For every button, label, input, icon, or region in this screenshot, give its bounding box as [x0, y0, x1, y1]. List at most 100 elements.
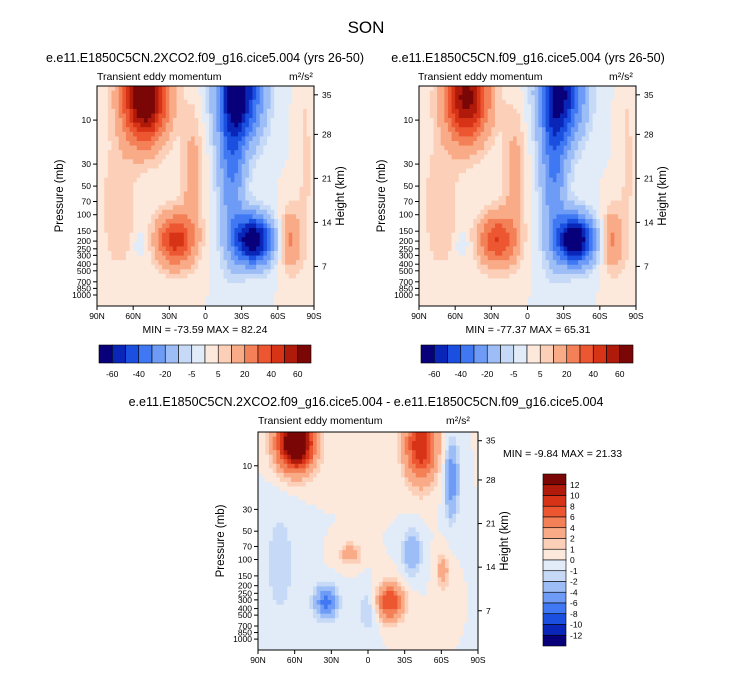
contour-cell [115, 141, 120, 146]
contour-cell [306, 232, 311, 238]
contour-cell [234, 131, 239, 137]
contour-cell [194, 246, 199, 252]
contour-cell [234, 136, 239, 142]
contour-cell [241, 159, 246, 165]
contour-cell [209, 186, 214, 192]
contour-cell [433, 136, 438, 142]
contour-cell [292, 86, 297, 91]
contour-cell [419, 186, 424, 192]
contour-cell [252, 95, 257, 101]
contour-cell [169, 163, 174, 169]
contour-cell [104, 136, 109, 142]
contour-cell [285, 159, 290, 165]
contour-cell [310, 237, 315, 243]
contour-cell [469, 145, 474, 151]
contour-cell [270, 237, 275, 243]
contour-cell [585, 209, 590, 215]
contour-cell [632, 168, 637, 174]
contour-cell [578, 186, 583, 192]
contour-cell [194, 131, 199, 137]
contour-cell [144, 246, 149, 252]
contour-cell [172, 150, 177, 156]
contour-cell [172, 205, 177, 211]
contour-cell [256, 127, 261, 133]
contour-cell [422, 113, 427, 119]
contour-cell [632, 177, 637, 183]
contour-cell [241, 99, 246, 105]
contour-cell [538, 90, 543, 96]
contour-cell [172, 223, 177, 229]
contour-cell [603, 196, 608, 201]
contour-cell [505, 108, 510, 114]
contour-cell [104, 209, 109, 215]
contour-cell [245, 196, 250, 201]
contour-cell [100, 182, 105, 188]
contour-cell [115, 287, 120, 293]
contour-cell [433, 86, 438, 91]
contour-cell [209, 301, 214, 307]
contour-cell [248, 232, 253, 238]
contour-cell [426, 218, 431, 224]
contour-cell [165, 118, 170, 124]
contour-cell [125, 141, 130, 146]
contour-cell [469, 186, 474, 192]
contour-cell [288, 154, 293, 160]
contour-cell [118, 141, 123, 146]
contour-cell [104, 113, 109, 119]
contour-cell [111, 168, 116, 174]
contour-cell [274, 177, 279, 183]
contour-cell [513, 141, 518, 146]
contour-cell [209, 104, 214, 110]
contour-cell [241, 95, 246, 101]
contour-cell [234, 104, 239, 110]
contour-cell [473, 122, 478, 128]
contour-cell [277, 283, 282, 289]
contour-cell [165, 131, 170, 137]
contour-cell [191, 246, 196, 252]
contour-cell [433, 200, 438, 206]
contour-cell [187, 141, 192, 146]
contour-cell [104, 223, 109, 229]
contour-cell [509, 141, 514, 146]
contour-cell [581, 173, 586, 179]
contour-cell [274, 273, 279, 279]
contour-cell [534, 108, 539, 114]
contour-cell [567, 177, 572, 183]
contour-cell [158, 163, 163, 169]
contour-cell [274, 232, 279, 238]
contour-cell [513, 223, 518, 229]
contour-cell [122, 90, 127, 96]
contour-cell [451, 104, 456, 110]
contour-cell [176, 237, 181, 243]
contour-cell [433, 145, 438, 151]
contour-cell [462, 186, 467, 192]
contour-cell [198, 90, 203, 96]
contour-cell [285, 301, 290, 307]
contour-cell [194, 163, 199, 169]
contour-cell [107, 86, 112, 91]
contour-cell [259, 228, 264, 234]
contour-cell [491, 209, 496, 215]
contour-cell [531, 127, 536, 133]
contour-cell [520, 131, 525, 137]
contour-cell [476, 141, 481, 146]
contour-cell [498, 232, 503, 238]
contour-cell [498, 200, 503, 206]
contour-cell [122, 237, 127, 243]
contour-cell [466, 136, 471, 142]
contour-cell [252, 292, 257, 298]
contour-cell [100, 145, 105, 151]
contour-cell [227, 218, 232, 224]
contour-cell [491, 118, 496, 124]
contour-cell [494, 218, 499, 224]
contour-cell [169, 260, 174, 266]
contour-cell [277, 264, 282, 270]
contour-cell [209, 86, 214, 91]
contour-cell [133, 118, 138, 124]
contour-cell [480, 154, 485, 160]
contour-cell [614, 177, 619, 183]
contour-cell [426, 122, 431, 128]
contour-cell [560, 136, 565, 142]
contour-cell [256, 264, 261, 270]
contour-cell [118, 283, 123, 289]
